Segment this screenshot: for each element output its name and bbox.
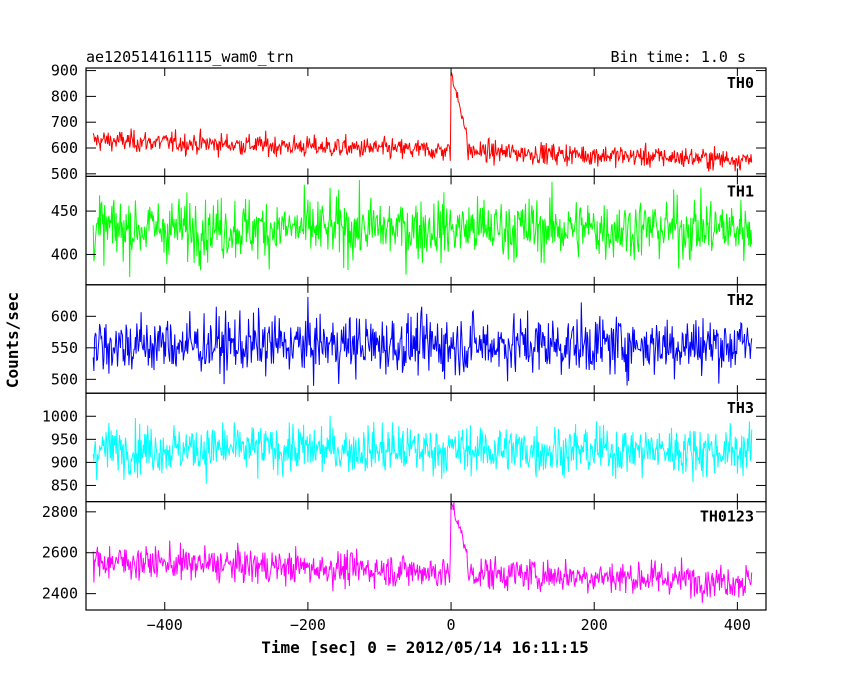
y-tick-label-th0123-2600: 2600 (42, 544, 78, 562)
chart-title-right: Bin time: 1.0 s (611, 48, 746, 66)
y-tick-label-th3-900: 900 (51, 453, 78, 471)
y-tick-label-th0-500: 500 (51, 165, 78, 183)
y-axis-label: Counts/sec (3, 292, 22, 388)
x-tick-label--200: −200 (290, 616, 326, 634)
panel-label-th1: TH1 (727, 182, 754, 200)
x-axis-label: Time [sec] 0 = 2012/05/14 16:11:15 (261, 638, 589, 657)
x-tick-label--400: −400 (147, 616, 183, 634)
y-tick-label-th3-850: 850 (51, 476, 78, 494)
y-tick-label-th2-500: 500 (51, 370, 78, 388)
y-tick-label-th0123-2800: 2800 (42, 503, 78, 521)
x-tick-label-200: 200 (581, 616, 608, 634)
y-tick-label-th1-400: 400 (51, 245, 78, 263)
y-tick-label-th0123-2400: 2400 (42, 585, 78, 603)
y-tick-label-th0-800: 800 (51, 87, 78, 105)
series-line-th3 (92, 415, 753, 484)
panel-label-th0123: TH0123 (700, 508, 754, 526)
y-tick-label-th3-1000: 1000 (42, 407, 78, 425)
panel-label-th3: TH3 (727, 399, 754, 417)
y-tick-label-th0-600: 600 (51, 139, 78, 157)
x-tick-label-0: 0 (447, 616, 456, 634)
chart-title-left: ae120514161115_wam0_trn (86, 48, 294, 66)
series-line-th1 (92, 180, 753, 278)
y-tick-label-th1-450: 450 (51, 202, 78, 220)
panel-label-th0: TH0 (727, 74, 754, 92)
series-line-th0123 (92, 501, 753, 603)
y-tick-label-th0-900: 900 (51, 62, 78, 80)
panel-label-th2: TH2 (727, 291, 754, 309)
y-tick-label-th2-550: 550 (51, 339, 78, 357)
series-line-th2 (92, 296, 753, 386)
panels-group: 500 600 700 800 900 TH0 400 450 TH1 500 550 600 TH2 8… (42, 62, 767, 634)
y-tick-label-th0-700: 700 (51, 113, 78, 131)
y-tick-label-th2-600: 600 (51, 307, 78, 325)
series-line-th0 (92, 72, 753, 172)
panel-frame-th0123 (85, 501, 767, 611)
y-tick-label-th3-950: 950 (51, 430, 78, 448)
x-tick-label-400: 400 (724, 616, 751, 634)
